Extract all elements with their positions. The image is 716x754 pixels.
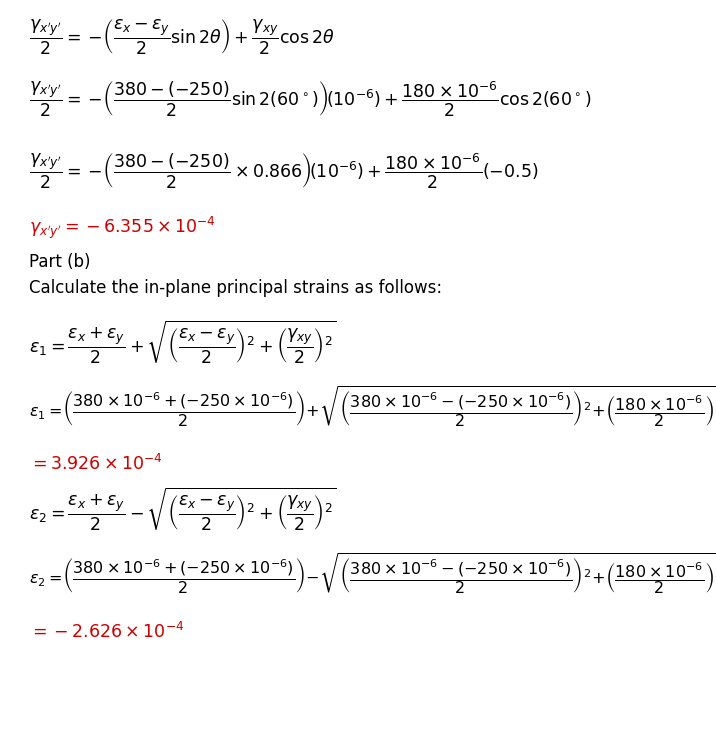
Text: $\dfrac{\gamma_{x'y'}}{2} = -\!\left(\dfrac{380-(-250)}{2}\times 0.866\right)\!(: $\dfrac{\gamma_{x'y'}}{2} = -\!\left(\df… [29, 151, 538, 190]
Text: $\varepsilon_1 = \!\left(\dfrac{380\times 10^{-6}+(-250\times 10^{-6})}{2}\right: $\varepsilon_1 = \!\left(\dfrac{380\time… [29, 385, 716, 430]
Text: $\varepsilon_2 = \dfrac{\varepsilon_x + \varepsilon_y}{2} - \sqrt{\left(\dfrac{\: $\varepsilon_2 = \dfrac{\varepsilon_x + … [29, 486, 337, 534]
Text: $=3.926\times 10^{-4}$: $=3.926\times 10^{-4}$ [29, 454, 163, 474]
Text: Part (b): Part (b) [29, 253, 90, 271]
Text: $\gamma_{x'y'} = -6.355\times 10^{-4}$: $\gamma_{x'y'} = -6.355\times 10^{-4}$ [29, 215, 216, 241]
Text: Calculate the in-plane principal strains as follows:: Calculate the in-plane principal strains… [29, 279, 442, 297]
Text: $\varepsilon_1 = \dfrac{\varepsilon_x + \varepsilon_y}{2} + \sqrt{\left(\dfrac{\: $\varepsilon_1 = \dfrac{\varepsilon_x + … [29, 319, 337, 366]
Text: $=-2.626\times 10^{-4}$: $=-2.626\times 10^{-4}$ [29, 622, 184, 642]
Text: $\dfrac{\gamma_{x'y'}}{2} = -\!\left(\dfrac{380-(-250)}{2}\sin 2(60^\circ)\right: $\dfrac{\gamma_{x'y'}}{2} = -\!\left(\df… [29, 79, 591, 118]
Text: $\varepsilon_2 = \!\left(\dfrac{380\times 10^{-6}+(-250\times 10^{-6})}{2}\right: $\varepsilon_2 = \!\left(\dfrac{380\time… [29, 552, 716, 597]
Text: $\dfrac{\gamma_{x'y'}}{2} = -\!\left(\dfrac{\varepsilon_x - \varepsilon_y}{2}\si: $\dfrac{\gamma_{x'y'}}{2} = -\!\left(\df… [29, 17, 334, 57]
